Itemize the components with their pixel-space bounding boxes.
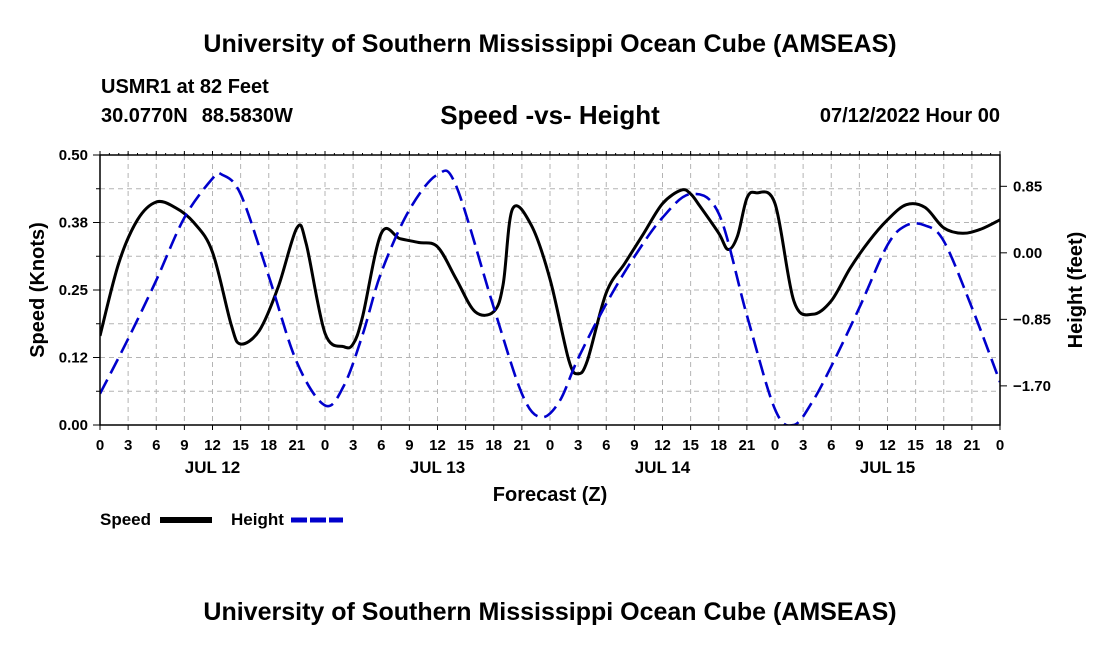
- x-tick-label: 3: [574, 437, 582, 454]
- y-left-tick-label: 0.00: [59, 417, 88, 434]
- x-tick-label: 9: [855, 437, 863, 454]
- x-day-label: JUL 14: [635, 458, 691, 477]
- series-line-height: [100, 169, 1000, 425]
- legend-height-label: Height: [231, 510, 284, 529]
- x-tick-label: 18: [935, 437, 952, 454]
- y-axis-right-label: Height (feet): [1065, 232, 1087, 349]
- y-left-tick-label: 0.25: [59, 282, 88, 299]
- x-tick-label: 21: [739, 437, 756, 454]
- legend-speed-label: Speed: [100, 510, 151, 529]
- forecast-datetime: 07/12/2022 Hour 00: [819, 105, 1000, 127]
- x-tick-label: 12: [204, 437, 221, 454]
- longitude: 88.5830W: [201, 105, 293, 127]
- x-tick-label: 6: [602, 437, 610, 454]
- x-tick-label: 18: [485, 437, 502, 454]
- footer-title: University of Southern Mississippi Ocean…: [203, 598, 897, 626]
- x-tick-label: 15: [907, 437, 924, 454]
- x-tick-label: 21: [289, 437, 306, 454]
- y-right-tick-label: −1.70: [1013, 378, 1051, 395]
- main-title: University of Southern Mississippi Ocean…: [203, 30, 897, 58]
- x-tick-label: 3: [799, 437, 807, 454]
- x-tick-label: 21: [964, 437, 981, 454]
- station-label: USMR1 at 82 Feet: [101, 76, 269, 98]
- tick-layer: 0 3 6 9 12 15 18 21 0 3 6 9 12 15 18 21 0 3 6 9 12 15 18 21 0 3 6 9…: [59, 147, 1051, 477]
- legend: Speed Height: [100, 510, 343, 529]
- x-tick-label: 9: [180, 437, 188, 454]
- x-tick-label: 0: [321, 437, 329, 454]
- x-tick-label: 3: [349, 437, 357, 454]
- series-layer: [100, 169, 1000, 425]
- x-day-label: JUL 13: [410, 458, 465, 477]
- series-line-speed: [100, 188, 1000, 376]
- x-tick-label: 18: [710, 437, 727, 454]
- x-tick-label: 0: [96, 437, 104, 454]
- y-right-tick-label: 0.85: [1013, 178, 1042, 195]
- y-left-tick-label: 0.38: [59, 215, 88, 232]
- grid-layer: [100, 155, 1000, 425]
- x-tick-label: 0: [996, 437, 1004, 454]
- y-left-tick-label: 0.50: [59, 147, 88, 164]
- x-day-label: JUL 12: [185, 458, 240, 477]
- x-tick-label: 15: [232, 437, 249, 454]
- chart-subtitle: Speed -vs- Height: [440, 100, 660, 130]
- x-tick-label: 12: [654, 437, 671, 454]
- y-right-tick-label: 0.00: [1013, 245, 1042, 262]
- x-tick-label: 12: [879, 437, 896, 454]
- x-tick-label: 9: [630, 437, 638, 454]
- y-axis-left-label: Speed (Knots): [27, 222, 49, 358]
- latitude: 30.0770N: [101, 105, 188, 127]
- x-tick-label: 6: [152, 437, 160, 454]
- x-tick-label: 21: [514, 437, 531, 454]
- label-layer: Speed (Knots) Height (feet) Forecast (Z): [27, 222, 1087, 506]
- x-tick-label: 3: [124, 437, 132, 454]
- x-tick-label: 12: [429, 437, 446, 454]
- x-tick-label: 0: [771, 437, 779, 454]
- x-axis-label: Forecast (Z): [493, 484, 607, 506]
- x-tick-label: 18: [260, 437, 277, 454]
- x-tick-label: 0: [546, 437, 554, 454]
- x-tick-label: 6: [827, 437, 835, 454]
- x-tick-label: 15: [457, 437, 474, 454]
- x-tick-label: 9: [405, 437, 413, 454]
- y-left-tick-label: 0.12: [59, 350, 88, 367]
- x-tick-label: 6: [377, 437, 385, 454]
- coordinates: 30.0770N 88.5830W: [101, 105, 293, 128]
- x-day-label: JUL 15: [860, 458, 915, 477]
- x-tick-label: 15: [682, 437, 699, 454]
- y-right-tick-label: −0.85: [1013, 311, 1051, 328]
